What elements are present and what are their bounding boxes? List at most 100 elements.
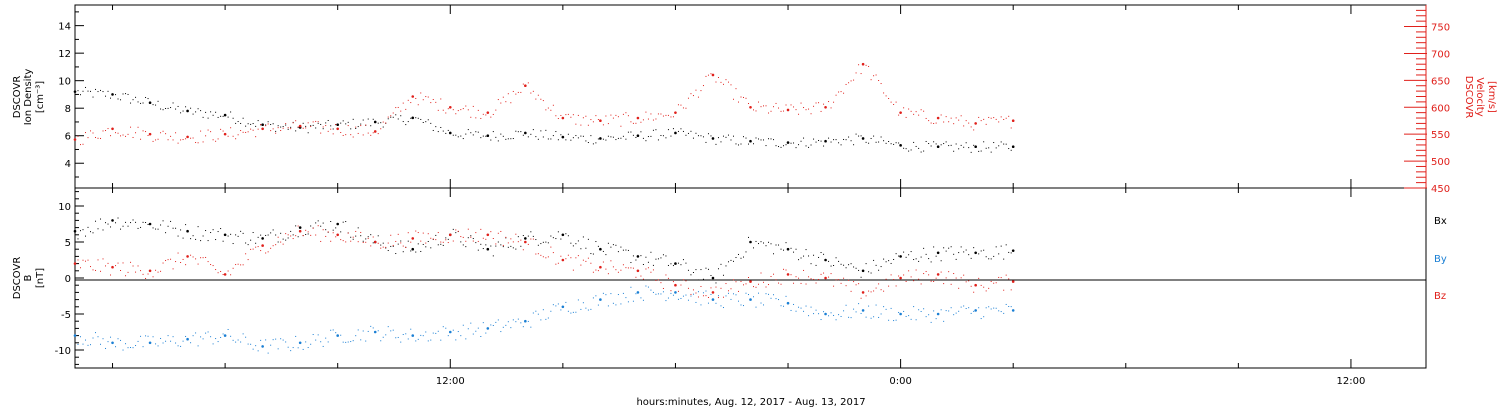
top-series-red-sample (325, 125, 327, 127)
series-bx-sample (717, 268, 719, 270)
series-bz-sample (410, 241, 412, 243)
top-series-black-sample (963, 146, 965, 148)
top-series-red-sample (998, 121, 1000, 123)
series-bx-sample (237, 235, 239, 237)
series-by-sample (617, 294, 619, 296)
series-bz-sample (445, 239, 447, 241)
series-by-sample (625, 297, 627, 299)
series-bz-sample (582, 259, 584, 261)
top-series-red-sample (742, 96, 744, 98)
series-by-sample (785, 295, 787, 297)
series-bx-sample (707, 268, 709, 270)
series-bz-sample (660, 282, 662, 284)
series-bx-sample (445, 237, 447, 239)
series-bx-sample (357, 227, 359, 229)
top-series-black-sample (707, 133, 709, 135)
top-series-black-sample (155, 104, 157, 106)
series-by-sample (1003, 312, 1005, 314)
top-series-red-sample (417, 104, 419, 106)
series-bz-sample (407, 232, 409, 234)
series-by-point (223, 334, 227, 337)
bottom-panel-frame (74, 187, 1427, 369)
series-bz-point (1011, 280, 1015, 283)
top-series-black-sample (755, 137, 757, 139)
top-series-black-sample (377, 122, 379, 124)
top-series-black-sample (380, 122, 382, 124)
series-by-sample (455, 339, 457, 341)
top-series-red-sample (948, 121, 950, 123)
top-series-red-sample (795, 109, 797, 111)
series-bz-sample (280, 241, 282, 243)
top-series-red-sample (930, 122, 932, 124)
series-bz-sample (520, 239, 522, 241)
top-series-black-sample (330, 125, 332, 127)
series-bx-sample (755, 240, 757, 242)
top-series-black-point (674, 131, 677, 135)
series-by-sample (92, 337, 94, 339)
series-bx-sample (963, 251, 965, 253)
top-series-black-sample (597, 138, 599, 140)
top-series-black-sample (818, 139, 820, 141)
series-by-sample (720, 305, 722, 307)
series-bx-point (298, 226, 302, 229)
series-by-sample (555, 305, 557, 307)
top-series-red-sample (247, 131, 249, 133)
series-bz-sample (125, 275, 127, 277)
series-bx-sample (535, 239, 537, 241)
series-by-sample (237, 339, 239, 341)
series-bz-sample (352, 236, 354, 238)
series-bz-sample (415, 230, 417, 232)
top-series-black-sample (1008, 148, 1010, 150)
top-series-black-sample (567, 133, 569, 135)
series-bx-sample (135, 221, 137, 223)
top-series-red-sample (290, 128, 292, 130)
series-by-sample (250, 343, 252, 345)
top-series-red-sample (287, 127, 289, 129)
series-bx-sample (635, 259, 637, 261)
series-bx-sample (97, 228, 99, 230)
top-series-red-sample (895, 101, 897, 103)
series-bz-sample (217, 272, 219, 274)
series-bz-sample (382, 246, 384, 248)
top-series-red-sample (717, 77, 719, 79)
top-series-red-sample (925, 117, 927, 119)
series-bx-sample (607, 242, 609, 244)
top-series-black-sample (85, 86, 87, 88)
series-bx-sample (930, 261, 932, 263)
top-series-red-sample (582, 117, 584, 119)
series-bz-sample (102, 258, 104, 260)
top-series-black-sample (230, 111, 232, 113)
top-series-red-sample (155, 139, 157, 141)
top-series-red-sample (808, 108, 810, 110)
top-series-black-sample (585, 140, 587, 142)
series-bz-sample (365, 241, 367, 243)
series-bx-sample (730, 259, 732, 261)
top-series-red-sample (778, 107, 780, 109)
series-bz-sample (632, 267, 634, 269)
series-bz-sample (995, 282, 997, 284)
series-bx-sample (642, 263, 644, 265)
top-series-black-point (73, 90, 77, 93)
top-series-red-sample (647, 118, 649, 120)
top-series-black-sample (370, 125, 372, 127)
series-by-sample (530, 326, 532, 328)
series-bz-sample (955, 277, 957, 279)
series-bz-sample (963, 274, 965, 276)
series-bz-sample (965, 281, 967, 283)
series-by-sample (1010, 306, 1012, 308)
series-bx-sample (612, 244, 614, 246)
top-series-red-sample (442, 109, 444, 111)
top-series-black-point (111, 93, 114, 96)
top-series-red-sample (507, 93, 509, 95)
series-bz-sample (107, 262, 109, 264)
series-bx-sample (808, 255, 810, 257)
top-series-red-sample (983, 118, 985, 120)
series-by-sample (492, 324, 494, 326)
top-series-red-sample (175, 132, 177, 134)
top-series-red-point (486, 111, 490, 114)
series-bx-sample (455, 232, 457, 234)
top-series-red-sample (105, 130, 107, 132)
top-series-red-sample (993, 117, 995, 119)
series-bx-sample (452, 228, 454, 230)
top-series-red-sample (575, 123, 577, 125)
